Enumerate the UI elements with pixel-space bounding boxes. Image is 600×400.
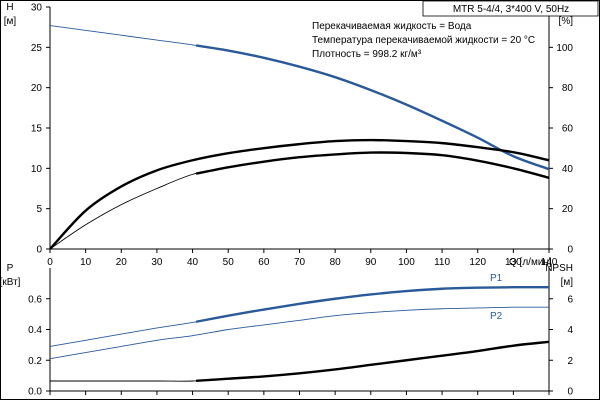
series-line-thin (49, 286, 550, 347)
y-left-axis-unit: [кВт] (0, 277, 21, 288)
x-tick-label: 80 (330, 257, 342, 268)
annotation-text: Температура перекачиваемой жидкости = 20… (312, 35, 535, 46)
series-line-bold (49, 138, 550, 250)
y-right-tick-label: 6 (567, 294, 573, 305)
y-left-tick-label: 10 (31, 164, 43, 175)
x-tick-label: 90 (365, 257, 377, 268)
x-axis-label: Q [л/мин] (509, 257, 552, 268)
series-0-2 (49, 151, 550, 250)
series-line-bold (195, 44, 550, 171)
annotation-text: Плотность = 998.2 кг/м³ (312, 49, 422, 60)
series-line-thin (49, 152, 550, 250)
y-left-tick-label: 30 (31, 3, 43, 14)
title-box (422, 0, 599, 17)
series-1-0 (49, 285, 550, 347)
x-tick-label: 40 (187, 257, 199, 268)
y-right-axis-unit: [%] (559, 16, 574, 27)
y-right-tick-label: 20 (562, 204, 574, 215)
y-left-axis-unit: [м] (4, 16, 17, 27)
x-tick-label: 110 (434, 257, 450, 268)
y-right-tick-label: 2 (567, 356, 573, 367)
x-tick-label: 0 (47, 257, 53, 268)
y-right-axis-label: NPSH (545, 263, 573, 274)
chart-title: MTR 5-4/4, 3*400 V, 50Hz (453, 4, 569, 15)
x-tick-label: 60 (258, 257, 270, 268)
y-right-axis-unit: [м] (561, 277, 574, 288)
y-left-tick-label: 20 (31, 83, 43, 94)
series-line-thin (49, 341, 550, 382)
series-label-p1: P1 (490, 273, 503, 284)
x-tick-label: 50 (223, 257, 235, 268)
x-tick-label: 30 (151, 257, 163, 268)
y-right-tick-label: 4 (567, 325, 573, 336)
y-right-tick-label: 0 (567, 387, 573, 398)
y-left-tick-label: 0.6 (28, 294, 42, 305)
x-tick-label: 70 (294, 257, 306, 268)
y-right-tick-label: 40 (562, 164, 574, 175)
y-left-tick-label: 0.2 (28, 356, 42, 367)
series-line-bold (196, 340, 550, 382)
y-left-tick-label: 15 (31, 124, 43, 135)
series-1-1 (49, 306, 550, 360)
x-tick-label: 20 (116, 257, 128, 268)
y-right-tick-label: 100 (556, 43, 573, 54)
x-tick-label: 140 (541, 257, 558, 268)
x-tick-label: 120 (469, 257, 486, 268)
y-left-tick-label: 0 (36, 245, 42, 256)
y-left-axis-label: H (6, 2, 13, 13)
series-line-bold (195, 285, 550, 323)
x-tick-label: 10 (80, 257, 92, 268)
y-left-tick-label: 0.0 (28, 387, 42, 398)
y-left-axis-label: P (7, 263, 14, 274)
y-right-tick-label: 0 (567, 245, 573, 256)
y-left-tick-label: 0.4 (28, 325, 42, 336)
x-tick-label: 100 (398, 257, 415, 268)
annotation-text: Перекачиваемая жидкость = Вода (312, 21, 472, 32)
series-line-thin (49, 306, 550, 360)
y-left-tick-label: 5 (36, 204, 42, 215)
y-right-tick-label: 60 (562, 124, 574, 135)
series-0-1 (49, 138, 550, 250)
series-1-2 (49, 340, 550, 382)
x-tick-label: 130 (505, 257, 522, 268)
y-right-tick-label: 80 (562, 83, 574, 94)
series-label-p2: P2 (490, 311, 503, 322)
series-0-0 (49, 25, 550, 171)
y-left-tick-label: 25 (31, 43, 43, 54)
series-line-bold (195, 151, 550, 179)
